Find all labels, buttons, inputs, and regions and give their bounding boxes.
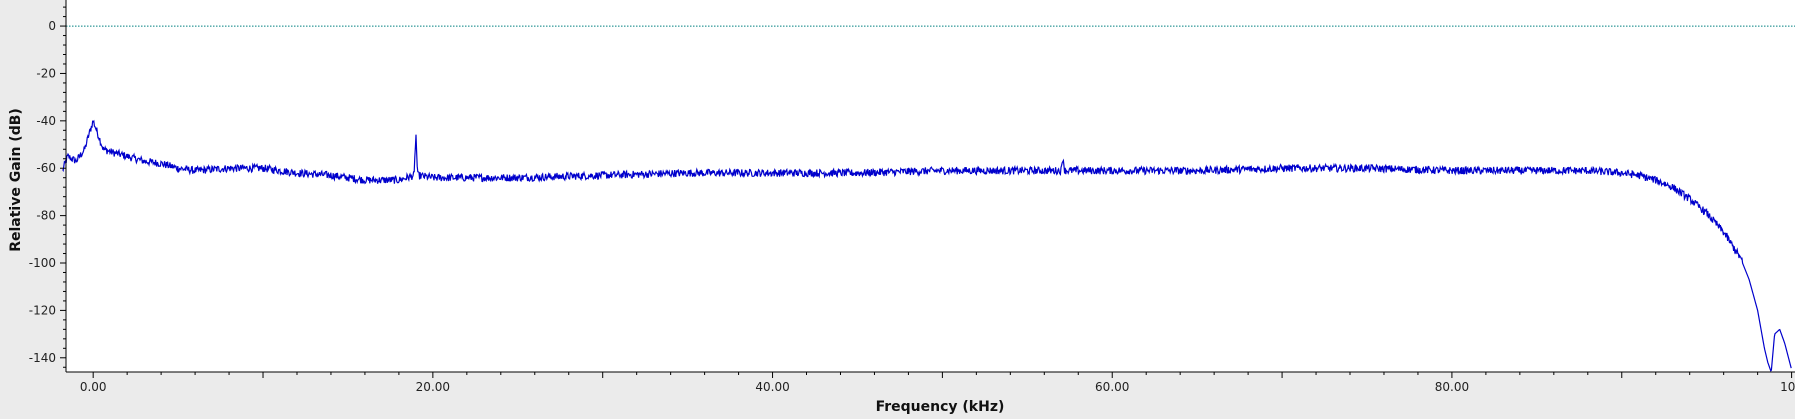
plot-area: [66, 0, 1795, 372]
x-tick-label: 40.00: [755, 380, 789, 394]
y-tick-label: -20: [36, 66, 56, 80]
y-tick-label: -120: [29, 303, 56, 317]
y-tick-label: -40: [36, 114, 56, 128]
x-tick-label: 60.00: [1095, 380, 1129, 394]
y-tick-label: -60: [36, 161, 56, 175]
y-axis-title: Relative Gain (dB): [8, 108, 24, 252]
x-tick-label: 80.00: [1435, 380, 1469, 394]
x-tick-label: 100: [1780, 380, 1795, 394]
x-tick-label: 0.00: [80, 380, 107, 394]
spectrum-line: [62, 119, 1792, 373]
y-tick-label: -80: [36, 209, 56, 223]
y-axis: 0 -20 -40 -60 -80 -100 -120 -140: [29, 0, 67, 372]
x-axis: 0.00 20.00 40.00 60.00 80.00 100: [66, 371, 1795, 394]
y-tick-label: 0: [48, 19, 56, 33]
x-tick-label: 20.00: [416, 380, 450, 394]
x-axis-title: Frequency (kHz): [876, 399, 1005, 415]
y-tick-label: -100: [29, 256, 56, 270]
y-tick-label: -140: [29, 351, 56, 365]
